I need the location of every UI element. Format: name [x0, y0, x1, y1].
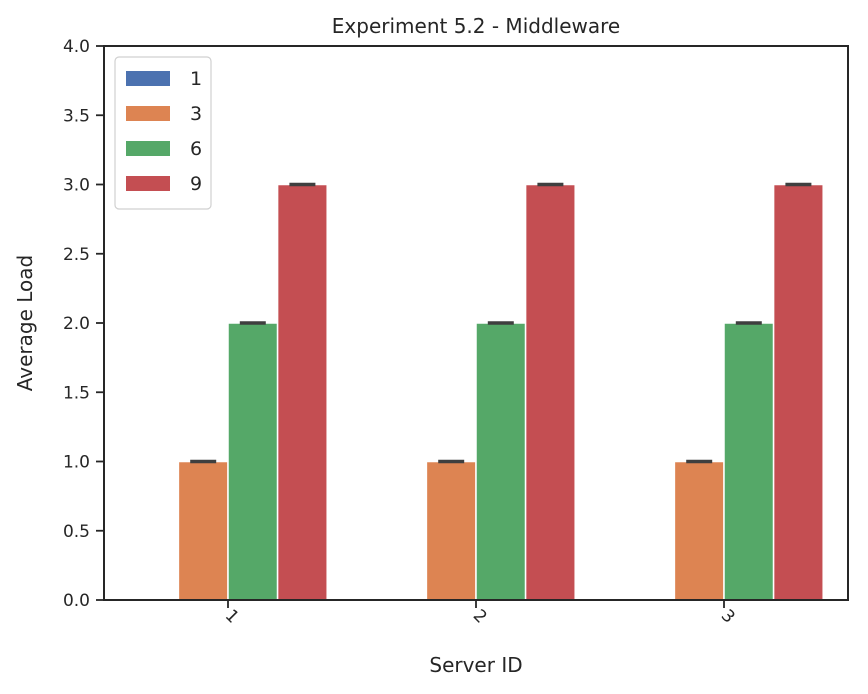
bar-6-server-1	[227, 322, 279, 601]
y-tick-label: 2.0	[63, 314, 90, 334]
bar-6-server-3	[723, 322, 775, 601]
legend-swatch-9	[126, 176, 170, 191]
y-tick-label: 0.0	[63, 591, 90, 611]
legend-swatch-3	[126, 106, 170, 121]
y-tick-label: 3.5	[63, 106, 90, 126]
x-tick-label: 2	[469, 606, 491, 628]
bar-3-server-1	[177, 460, 229, 601]
y-tick-label: 0.5	[63, 522, 90, 542]
legend-label-3: 3	[190, 103, 202, 125]
legend-label-6: 6	[190, 138, 202, 160]
x-tick-label: 3	[717, 606, 739, 628]
bar-6-server-2	[475, 322, 527, 601]
x-tick-label: 1	[221, 606, 243, 628]
x-axis-label: Server ID	[429, 653, 522, 677]
y-tick-label: 4.0	[63, 37, 90, 57]
legend-swatch-6	[126, 141, 170, 156]
legend-box	[114, 56, 212, 210]
y-tick-label: 1.0	[63, 453, 90, 473]
bar-3-server-3	[673, 460, 725, 601]
legend-label-1: 1	[190, 68, 202, 90]
chart-title: Experiment 5.2 - Middleware	[332, 14, 620, 38]
y-tick-label: 3.0	[63, 176, 90, 196]
bar-9-server-2	[524, 183, 576, 601]
legend: 1 3 6 9	[114, 56, 212, 210]
y-axis-label: Average Load	[13, 255, 37, 391]
bar-9-server-3	[772, 183, 824, 601]
bar-3-server-2	[425, 460, 477, 601]
legend-swatch-1	[126, 71, 170, 86]
plot-area: 0.0 0.5 1.0 1.5 2.0 2.5 3.0 3.5 4.0 1 2 3	[63, 37, 849, 628]
y-tick-label: 2.5	[63, 245, 90, 265]
y-tick-label: 1.5	[63, 383, 90, 403]
legend-label-9: 9	[190, 173, 202, 195]
bar-9-server-1	[276, 183, 328, 601]
